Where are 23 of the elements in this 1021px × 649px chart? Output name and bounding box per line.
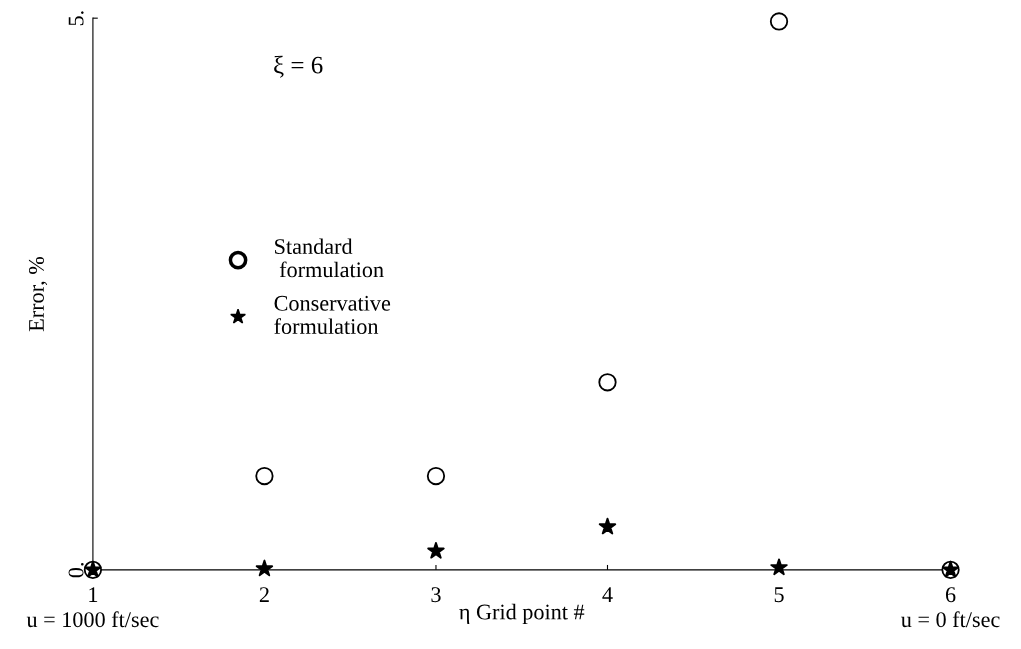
point bbox=[427, 541, 445, 559]
y-tick-label: 0. bbox=[68, 562, 84, 578]
point bbox=[255, 466, 274, 486]
y-axis-title: Error, % bbox=[28, 256, 48, 332]
x-tick-label: 1 bbox=[89, 587, 98, 602]
point bbox=[426, 466, 446, 486]
annotation: ξ = 6 bbox=[274, 55, 323, 78]
x-tick-label: 5 bbox=[774, 587, 784, 603]
legend-label: Standard formulation bbox=[275, 238, 384, 278]
point bbox=[770, 558, 788, 576]
x-axis-title: η Grid point # bbox=[459, 603, 585, 625]
point bbox=[598, 373, 617, 392]
annotation: u = 1000 ft/sec bbox=[26, 611, 159, 628]
x-tick-label: 6 bbox=[945, 587, 956, 603]
y-tick-label: 5. bbox=[68, 11, 84, 26]
x-tick-label: 4 bbox=[602, 587, 613, 602]
annotation: u = 0 ft/sec bbox=[901, 611, 1000, 628]
point bbox=[255, 559, 274, 577]
point bbox=[769, 12, 789, 31]
x-tick-label: 3 bbox=[431, 587, 441, 603]
x-tick-label: 2 bbox=[259, 587, 269, 602]
legend-label: Conservative formulation bbox=[274, 295, 391, 335]
point bbox=[598, 517, 617, 535]
